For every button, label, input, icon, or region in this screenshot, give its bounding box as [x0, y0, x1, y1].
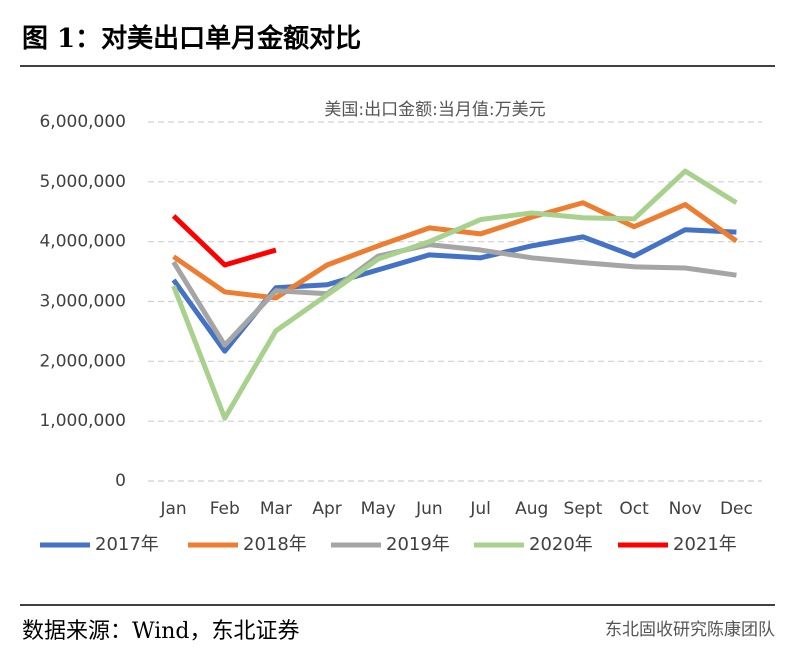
legend-label: 2021年 — [673, 534, 737, 555]
y-tick-label: 5,000,000 — [39, 172, 126, 192]
legend-label: 2020年 — [529, 534, 593, 555]
chart-subtitle: 美国:出口金额:当月值:万美元 — [324, 100, 545, 120]
x-tick-label: May — [361, 499, 396, 519]
watermark: 东北固收研究陈康团队 — [605, 620, 775, 640]
x-tick-label: Jul — [469, 499, 491, 519]
series-line — [171, 242, 737, 348]
x-tick-label: Apr — [312, 499, 341, 519]
x-tick-label: Nov — [669, 499, 702, 519]
x-tick-label: Sept — [564, 499, 603, 519]
x-tick-label: Jun — [415, 499, 443, 519]
x-tick-label: Feb — [210, 499, 240, 519]
legend-label: 2019年 — [386, 534, 450, 555]
x-tick-label: Oct — [619, 499, 649, 519]
series-line — [171, 214, 277, 268]
y-tick-label: 0 — [115, 471, 126, 491]
y-tick-label: 3,000,000 — [39, 292, 126, 312]
y-tick-label: 2,000,000 — [39, 351, 126, 371]
series-line — [172, 200, 738, 301]
page-title: 图 1：对美出口单月金额对比 — [22, 23, 361, 54]
source: 数据来源：Wind，东北证券 — [22, 619, 300, 644]
x-tick-label: Mar — [260, 499, 292, 519]
y-tick-label: 4,000,000 — [39, 232, 126, 252]
legend-label: 2018年 — [243, 534, 307, 555]
x-tick-label: Jan — [159, 499, 186, 519]
x-tick-label: Dec — [720, 499, 753, 519]
y-tick-label: 6,000,000 — [39, 112, 126, 132]
legend-label: 2017年 — [95, 534, 159, 555]
x-tick-label: Aug — [515, 499, 548, 519]
y-tick-label: 1,000,000 — [39, 411, 126, 431]
series-line — [171, 168, 738, 421]
